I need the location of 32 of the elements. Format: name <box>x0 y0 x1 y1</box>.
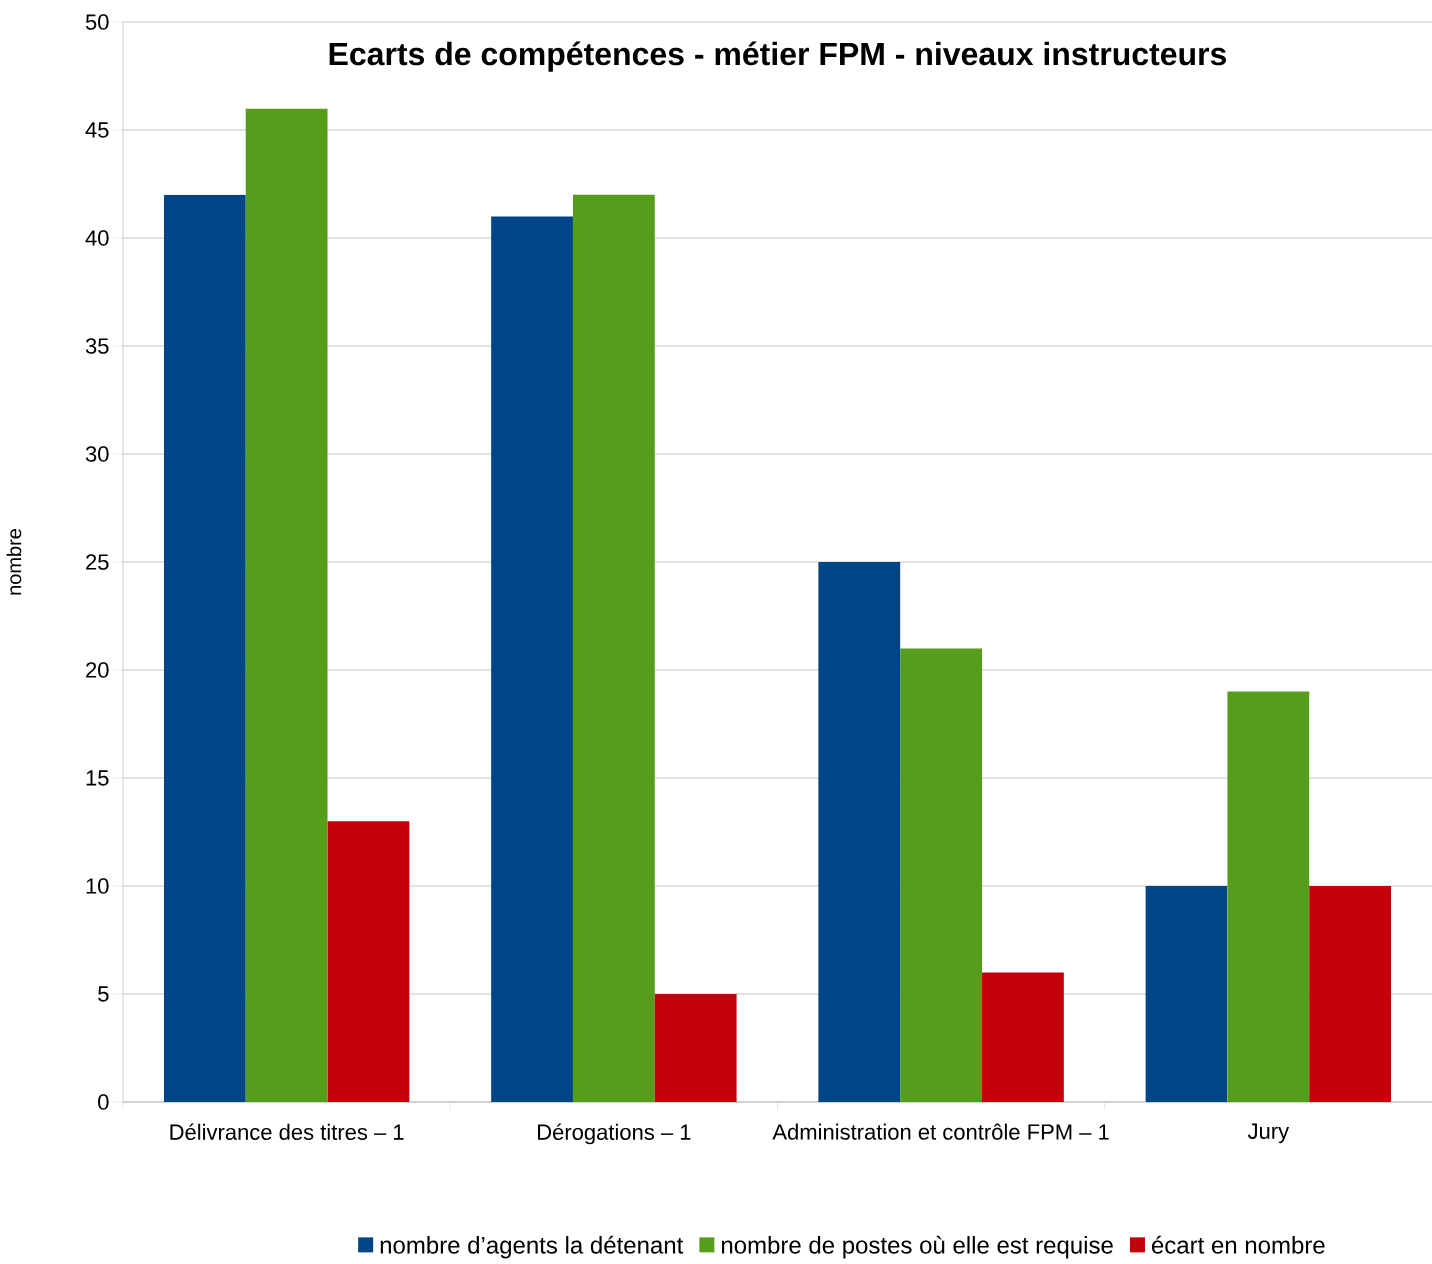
y-tick-label: 25 <box>86 554 109 570</box>
bar <box>327 821 410 1102</box>
bar <box>572 194 655 1102</box>
y-tick-label: 20 <box>86 662 109 678</box>
y-tick-label: 10 <box>86 878 109 894</box>
bar <box>900 648 983 1102</box>
y-tick-label: 30 <box>85 446 109 462</box>
y-tick-label: 35 <box>85 338 109 354</box>
bar <box>163 194 246 1102</box>
bar <box>982 972 1064 1102</box>
x-tick-label: Jury <box>1247 1123 1290 1144</box>
y-tick-label: 5 <box>98 986 109 1002</box>
text: Ecarts de compétences - métier FPM - niveaux instructeurs <box>329 41 1227 72</box>
bar <box>654 994 737 1102</box>
x-tick-label: Dérogations – 1 <box>538 1123 691 1145</box>
y-tick-label: 50 <box>85 14 109 30</box>
y-tick-label: 40 <box>85 230 109 246</box>
y-tick-label: 45 <box>85 122 109 138</box>
legend-label: nombre de postes où elle est requise <box>721 1235 1113 1259</box>
y-axis-title: nombre <box>6 529 22 595</box>
y-tick-label: 0 <box>98 1094 109 1110</box>
bar <box>245 108 328 1102</box>
y-tick-label: 15 <box>86 770 109 786</box>
legend-label: écart en nombre <box>1151 1235 1325 1254</box>
x-tick-label: Administration et contrôle FPM – 1 <box>772 1123 1109 1140</box>
bar <box>491 216 573 1102</box>
bar <box>1145 886 1228 1102</box>
bar <box>1309 886 1392 1102</box>
legend-label: nombre d’agents la détenant <box>380 1235 684 1259</box>
bar <box>818 562 901 1102</box>
bar <box>1227 691 1310 1102</box>
x-tick-label: Délivrance des titres – 1 <box>170 1123 404 1140</box>
